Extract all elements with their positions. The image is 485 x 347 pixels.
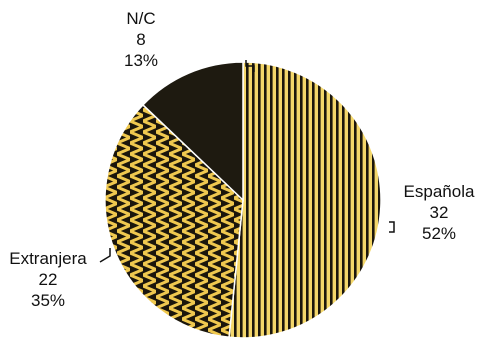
slice-nc (141, 61, 244, 202)
data-label-extranjera: Extranjera 22 35% (2, 248, 94, 311)
slice-label-extranjera: Extranjera (9, 249, 87, 268)
slice-label-espanola: Española (403, 182, 475, 201)
slice-percent-nc: 13% (123, 51, 159, 70)
slice-extranjera (104, 103, 244, 339)
slice-value-extranjera: 22 (38, 270, 58, 289)
data-label-espanola: Española 32 52% (398, 181, 480, 244)
slice-percent-extranjera: 35% (30, 291, 66, 310)
leader-line-nc (245, 60, 255, 72)
leader-line-extranjera (99, 248, 111, 263)
leader-line-espanola (389, 221, 395, 233)
slice-value-nc: 8 (136, 30, 146, 49)
slice-value-espanola: 32 (429, 203, 449, 222)
slice-label-nc: N/C (126, 9, 156, 28)
slice-percent-espanola: 52% (421, 224, 457, 243)
slice-espanola (228, 61, 382, 339)
data-label-nc: N/C 8 13% (106, 8, 176, 71)
